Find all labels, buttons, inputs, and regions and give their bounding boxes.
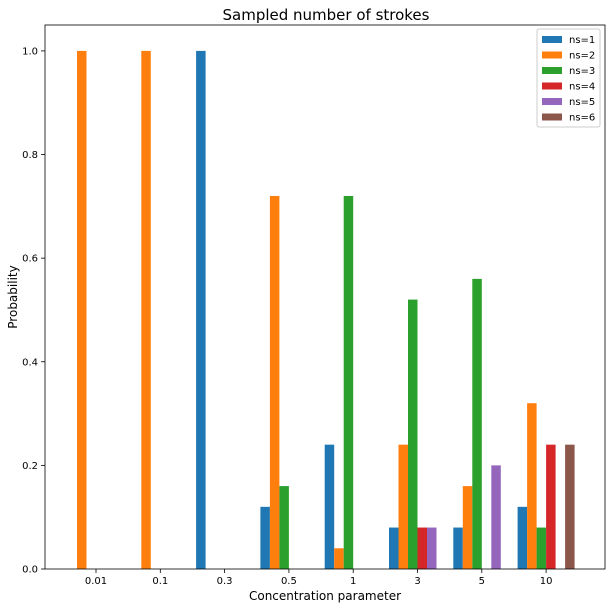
legend-swatch	[542, 82, 562, 90]
bar-ns1-0_3	[196, 50, 206, 569]
x-tick-label: 0.1	[152, 576, 168, 587]
x-tick-label: 5	[479, 576, 485, 587]
bar-ns2-0_5	[269, 195, 280, 569]
x-tick-label: 0.01	[85, 576, 107, 587]
bar-ns2-0_1	[141, 50, 151, 569]
bar-ns4-10	[546, 444, 556, 569]
bar-ns1-0_5	[260, 506, 270, 569]
bar-ns5-5	[491, 465, 501, 569]
bar-ns1-10	[517, 506, 528, 569]
bar-ns3-5	[472, 278, 482, 569]
legend-swatch	[542, 51, 562, 59]
bar-ns3-10	[536, 527, 547, 569]
legend-swatch	[542, 98, 562, 105]
y-tick-label: 0.0	[22, 565, 38, 576]
legend-swatch	[542, 113, 562, 121]
y-tick-label: 0.4	[22, 357, 38, 368]
bar-ns1-5	[453, 527, 463, 569]
legend-label: ns=4	[569, 82, 595, 93]
bars-group	[77, 50, 575, 569]
legend-label: ns=5	[569, 97, 595, 108]
bar-ns2-10	[527, 403, 537, 569]
x-axis-ticks: 0.01 0.1 0.3 0.5 1 3 5 10	[85, 569, 553, 587]
legend-label: ns=2	[569, 51, 595, 62]
y-tick-label: 1.0	[22, 46, 38, 57]
y-tick-label: 0.8	[22, 150, 38, 161]
legend-label: ns=6	[569, 113, 595, 124]
bar-ns2-5	[462, 486, 473, 569]
y-tick-label: 0.6	[22, 254, 38, 265]
y-axis-label: Probability	[6, 265, 20, 328]
legend: ns=1 ns=2 ns=3 ns=4 ns=5 ns=6	[536, 28, 601, 128]
legend-label: ns=3	[569, 66, 595, 77]
bar-ns2-0_01	[77, 50, 87, 569]
x-tick-label: 1	[350, 576, 356, 587]
legend-swatch	[542, 67, 562, 74]
x-tick-label: 3	[414, 576, 420, 587]
bar-ns5-3	[427, 527, 437, 569]
x-tick-label: 10	[540, 576, 553, 587]
bar-ns4-3	[417, 527, 427, 569]
bar-ns2-3	[398, 444, 408, 569]
bar-ns6-10	[565, 444, 575, 569]
chart-title: Sampled number of strokes	[223, 6, 430, 24]
bar-ns3-1	[343, 195, 354, 569]
bar-ns1-3	[389, 527, 399, 569]
bar-ns1-1	[324, 444, 335, 569]
x-tick-label: 0.3	[217, 576, 233, 587]
x-axis-label: Concentration parameter	[249, 589, 401, 603]
legend-swatch	[542, 36, 562, 43]
bar-ns3-3	[408, 299, 418, 569]
x-tick-label: 0.5	[281, 576, 297, 587]
legend-label: ns=1	[569, 35, 595, 46]
bar-ns3-0_5	[279, 486, 289, 569]
y-axis-ticks: 0.0 0.2 0.4 0.6 0.8 1.0	[22, 46, 45, 576]
axes-frame	[44, 24, 606, 570]
bar-ns2-1	[334, 548, 344, 569]
y-tick-label: 0.2	[22, 461, 38, 472]
